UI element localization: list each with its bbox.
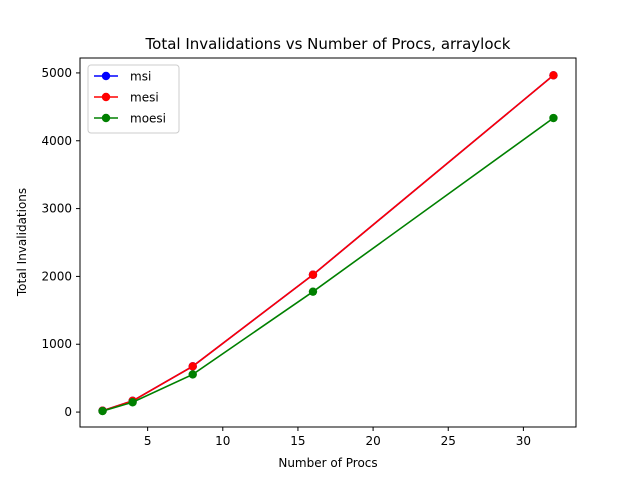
data-point-moesi [188,370,197,379]
legend-box [87,64,180,134]
x-tick-label: 15 [290,434,305,448]
legend-marker-mesi [101,92,111,102]
y-tick-label: 2000 [41,269,72,283]
x-axis-label: Number of Procs [278,456,377,470]
x-tick-label: 25 [441,434,456,448]
x-tick-label: 10 [215,434,230,448]
data-point-mesi [549,71,558,80]
y-tick-label: 4000 [41,134,72,148]
x-axis: 5 10 15 20 25 30 [144,427,531,448]
plot-area [79,57,577,428]
x-tick-label: 5 [144,434,152,448]
data-point-moesi [128,398,137,407]
data-point-moesi [308,287,318,296]
data-point-mesi [308,270,318,279]
y-axis: 0 1000 2000 3000 4000 5000 [41,66,80,419]
legend-marker-msi [101,71,111,81]
x-tick-label: 20 [365,434,380,448]
legend-label-msi: msi [130,70,151,84]
chart-title: Total Invalidations vs Number of Procs, … [145,35,511,53]
legend-label-mesi: mesi [130,91,159,105]
x-tick-label: 30 [516,434,531,448]
y-tick-label: 5000 [41,66,72,80]
y-tick-label: 0 [64,405,72,419]
series-line-moesi [102,117,554,412]
legend-label-moesi: moesi [130,112,166,126]
legend-marker-moesi [101,113,111,123]
data-point-mesi [188,362,197,371]
data-point-moesi [549,113,558,123]
legend: msi mesi moesi [87,64,180,134]
y-tick-label: 3000 [41,202,72,216]
data-point-moesi [98,406,107,416]
y-axis-label: Total Invalidations [15,188,29,297]
y-tick-label: 1000 [41,337,72,351]
plot-frame [79,57,577,428]
